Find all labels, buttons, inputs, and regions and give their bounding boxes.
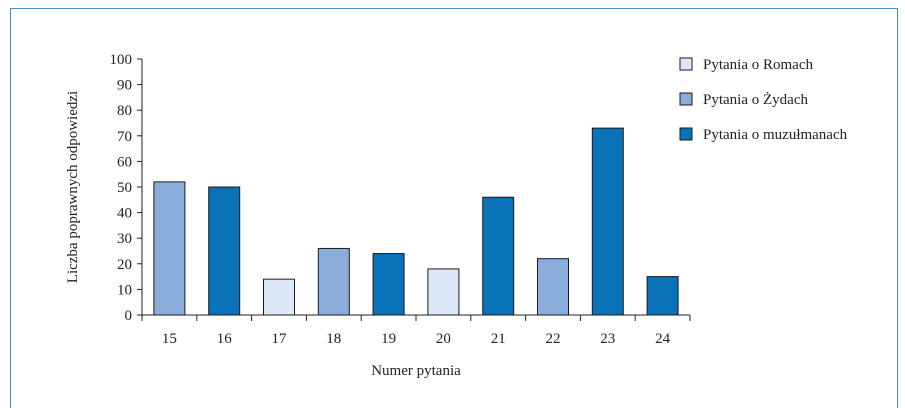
y-tick-label: 70 bbox=[117, 129, 132, 145]
x-tick-label: 22 bbox=[546, 331, 561, 347]
x-tick-label: 19 bbox=[381, 331, 396, 347]
bar-21 bbox=[482, 196, 515, 316]
legend-label-muzulmanie: Pytania o muzułmanach bbox=[703, 127, 848, 143]
y-tick-label: 60 bbox=[117, 154, 132, 170]
x-tick-label: 23 bbox=[600, 331, 615, 347]
x-tick-label: 24 bbox=[655, 331, 671, 347]
bar-18 bbox=[317, 247, 350, 316]
bar-20 bbox=[427, 268, 460, 316]
y-tick-label: 20 bbox=[117, 257, 132, 273]
x-tick-label: 20 bbox=[436, 331, 451, 347]
y-tick-label: 100 bbox=[110, 52, 133, 68]
labels: 0 10 20 30 40 50 60 70 80 90 100 15 16 17 18 19 20 21 22 23… bbox=[110, 52, 671, 347]
bar-24 bbox=[646, 276, 679, 316]
legend-swatch-romowie bbox=[679, 57, 693, 71]
legend-swatch-muzulmanie bbox=[679, 127, 693, 141]
bar-22 bbox=[537, 258, 569, 316]
y-tick-label: 50 bbox=[117, 180, 132, 196]
y-axis-label: Liczba poprawnych odpowiedzi bbox=[65, 91, 81, 283]
x-tick-label: 15 bbox=[162, 331, 177, 347]
y-tick-label: 90 bbox=[117, 78, 132, 94]
legend-label-zydzi: Pytania o Żydach bbox=[703, 92, 808, 108]
legend-swatch-zydzi bbox=[679, 92, 693, 106]
bar-19 bbox=[372, 253, 405, 316]
y-tick-label: 80 bbox=[117, 103, 132, 119]
y-tick-label: 30 bbox=[117, 231, 132, 247]
x-tick-label: 21 bbox=[491, 331, 506, 347]
bar-16 bbox=[208, 186, 241, 316]
bars bbox=[153, 127, 679, 316]
bar-15 bbox=[153, 181, 186, 316]
bar-23 bbox=[591, 127, 624, 316]
x-axis-label: Numer pytania bbox=[371, 363, 461, 379]
y-tick-label: 10 bbox=[117, 282, 132, 298]
y-tick-label: 0 bbox=[125, 308, 133, 324]
x-tick-label: 17 bbox=[272, 331, 288, 347]
y-tick-label: 40 bbox=[117, 206, 132, 222]
x-tick-label: 16 bbox=[217, 331, 233, 347]
bar-17 bbox=[263, 278, 295, 316]
legend: Pytania o Romach Pytania o Żydach Pytania … bbox=[679, 57, 848, 143]
legend-label-romowie: Pytania o Romach bbox=[703, 57, 813, 73]
x-tick-label: 18 bbox=[326, 331, 341, 347]
